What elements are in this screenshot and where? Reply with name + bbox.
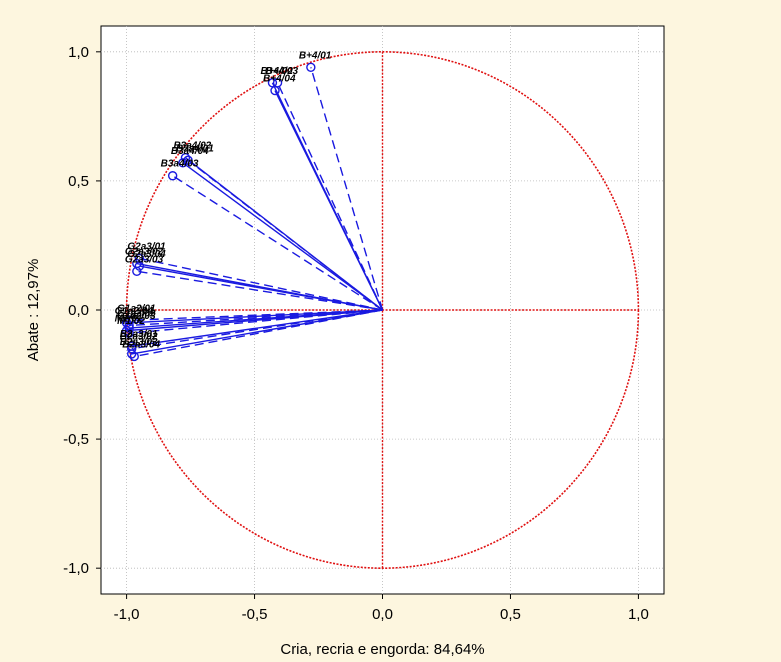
point-label: G1a2/04 <box>115 306 154 317</box>
point-marker <box>129 351 139 362</box>
point-marker <box>124 328 134 338</box>
point-label: B3a4/02 <box>173 141 211 152</box>
point-label: G1a2/01 <box>117 303 156 314</box>
x-axis-label: Cria, recria e engorda: 84,64% <box>280 641 484 658</box>
x-tick-label: 0,5 <box>500 606 521 623</box>
y-tick-label: -1,0 <box>63 560 89 577</box>
vector-b-4-04 <box>274 90 384 311</box>
point-label: G1a2/03 <box>117 311 156 322</box>
point-label: B+4/01 <box>299 50 332 61</box>
point-label: B+4/04 <box>263 74 296 85</box>
y-tick-label: -0,5 <box>63 431 89 448</box>
point-label: G2a3/04 <box>127 249 166 260</box>
point-label: B2a3/03 <box>120 337 158 348</box>
y-tick-label: 0,0 <box>68 302 89 319</box>
y-tick-label: 0,5 <box>68 173 89 190</box>
x-tick-label: -0,5 <box>242 606 268 623</box>
point-label: B3a4/03 <box>161 159 199 170</box>
vector-b2a3-02 <box>131 309 383 350</box>
y-axis-label: Abate : 12,97% <box>25 259 42 362</box>
point-marker <box>183 155 193 165</box>
vector-b3a4-02 <box>185 157 383 311</box>
point-label: B2a3/02 <box>120 332 158 343</box>
point-label: M1/02 <box>117 316 145 327</box>
point-label: B2a3/04 <box>122 339 160 350</box>
x-tick-label: 0,0 <box>372 606 393 623</box>
point-marker <box>306 62 316 73</box>
plot-frame <box>96 25 665 599</box>
vector-b2a3-04 <box>134 309 383 358</box>
point-marker <box>134 261 145 271</box>
point-labels-layer: B+4/01B+4/02B+4/03B+4/04B3a4/02B3a4/01B3… <box>115 50 332 350</box>
point-label: G2a3/02 <box>125 247 164 258</box>
point-marker <box>180 152 191 163</box>
vector-b3a4-04 <box>182 162 383 311</box>
point-marker <box>121 325 132 336</box>
point-label: G2a3/03 <box>125 254 164 265</box>
vector-b3a4-01 <box>187 159 383 311</box>
point-marker <box>132 266 142 276</box>
y-tick-label: 1,0 <box>68 44 89 61</box>
point-marker <box>167 171 178 181</box>
point-label: B3a4/04 <box>171 146 209 157</box>
vector-b-4-01 <box>310 67 384 311</box>
point-marker <box>178 158 188 168</box>
x-tick-labels: -1,0 -0,5 0,0 0,5 1,0 <box>114 606 649 623</box>
point-label: B3a4/01 <box>176 143 214 154</box>
point-label: B2a3/01 <box>120 329 158 340</box>
vector-m1-02 <box>129 309 383 334</box>
point-marker <box>127 349 137 359</box>
point-marker <box>124 323 134 333</box>
point-label: M1/01 <box>115 314 143 325</box>
point-label: G1a2/02 <box>117 308 156 319</box>
point-label: G2a3/01 <box>127 241 166 252</box>
y-tick-labels: 1,0 0,5 0,0 -0,5 -1,0 <box>63 44 89 577</box>
point-label: B+4/02 <box>260 66 293 77</box>
vector-g2a3-04 <box>139 265 383 311</box>
vectors-layer <box>121 62 384 362</box>
point-label: B+4/03 <box>266 66 299 77</box>
x-tick-label: 1,0 <box>628 606 649 623</box>
x-tick-label: -1,0 <box>114 606 140 623</box>
point-marker <box>270 85 280 96</box>
